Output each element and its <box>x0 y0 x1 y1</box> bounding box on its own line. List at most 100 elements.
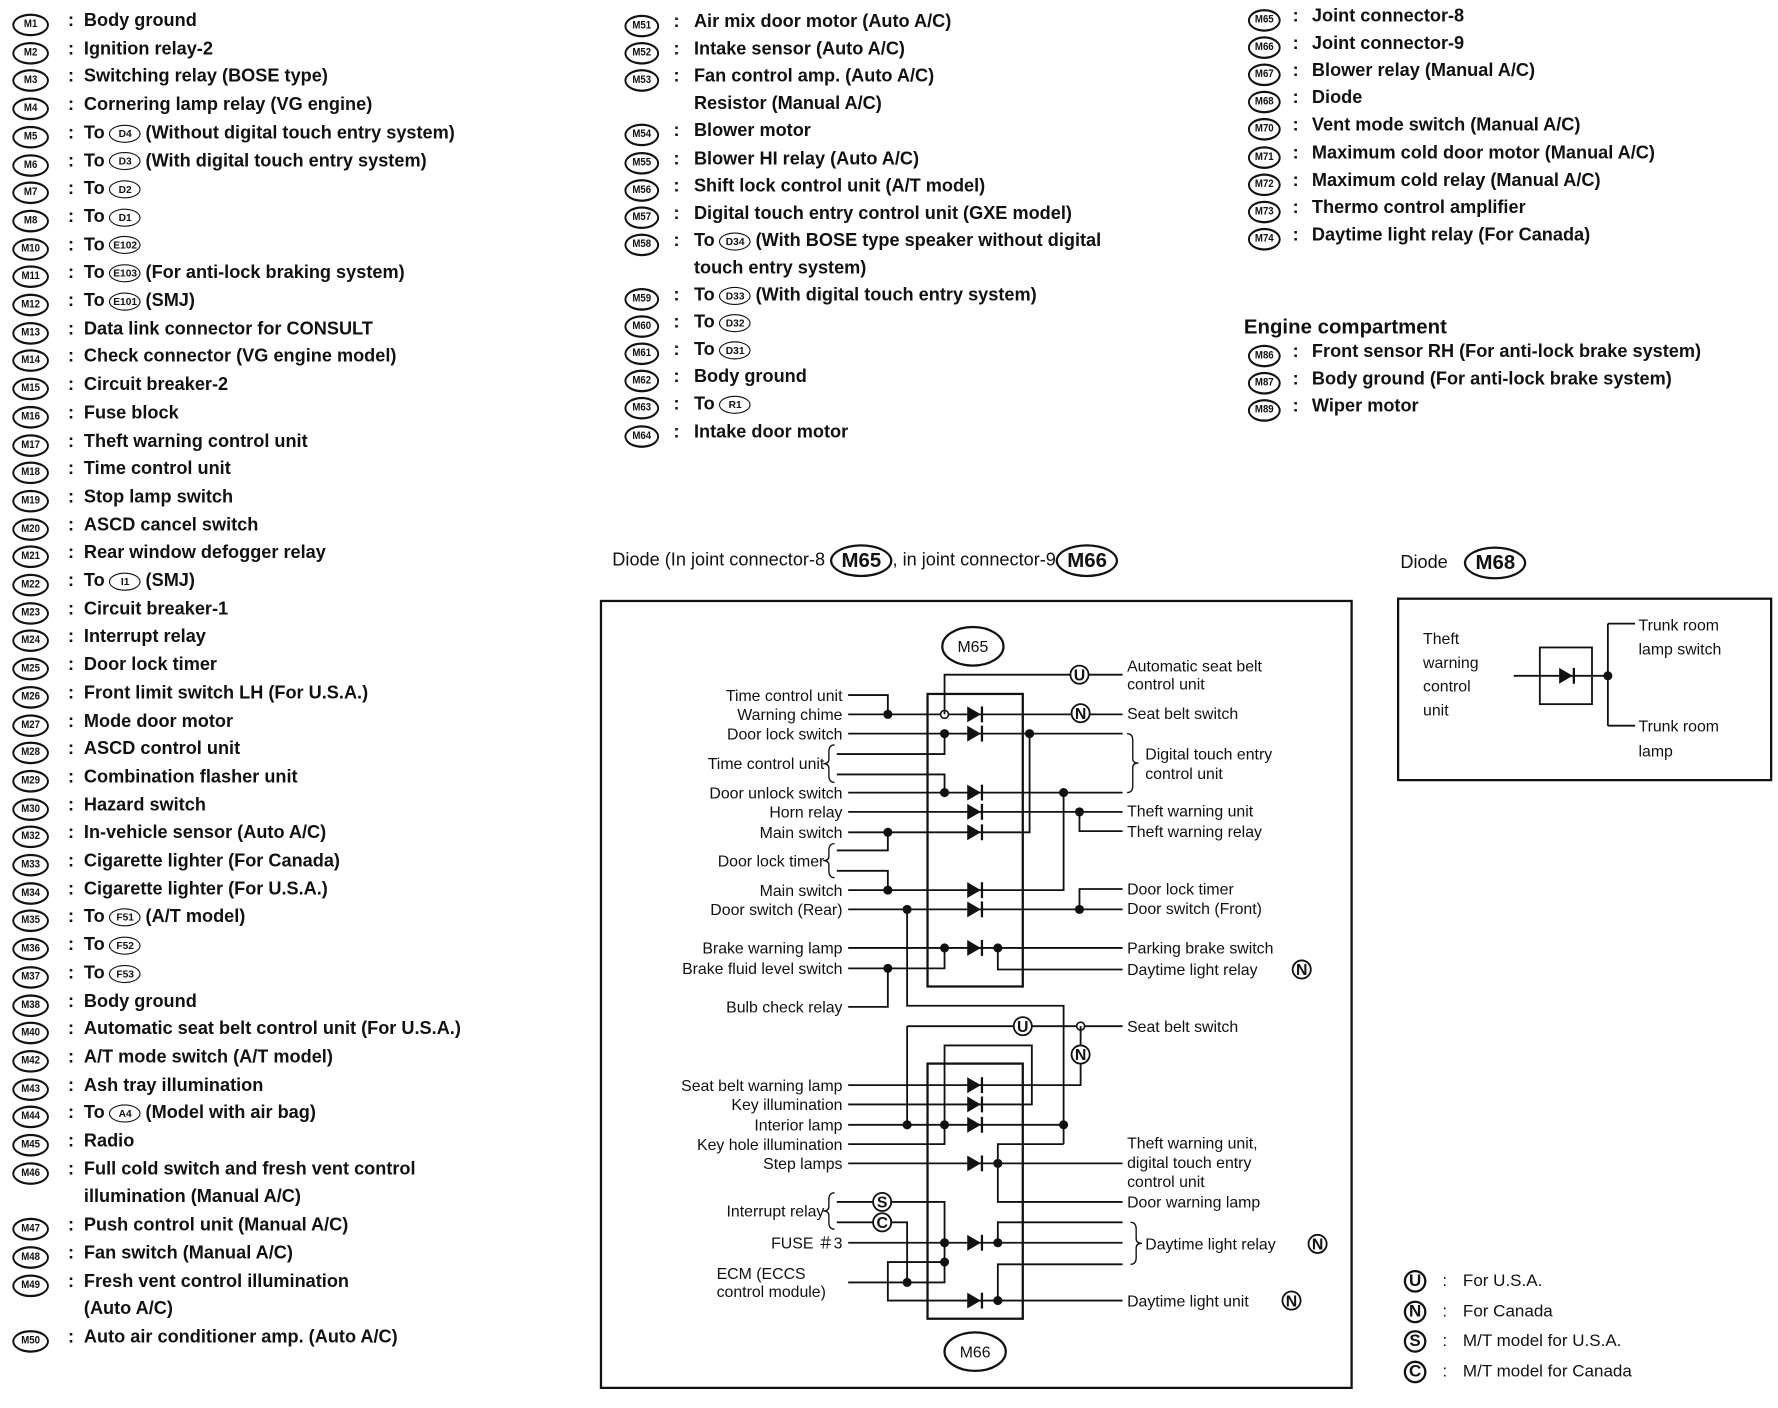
connector-badge: M6 <box>12 153 49 177</box>
description-text: Front sensor RH (For anti-lock brake sys… <box>1311 342 1702 362</box>
m68-diode-title: Diode M68 <box>1400 546 1527 580</box>
joint-diode-title: Diode (In joint connector-8 M65, in join… <box>612 544 1119 578</box>
legend-text: M/T model for Canada <box>1462 1361 1632 1382</box>
separator: : <box>673 340 680 360</box>
diode-icon <box>967 901 981 918</box>
connector-badge: M55 <box>624 151 660 175</box>
separator: : <box>1292 225 1299 245</box>
connector-description: Intake sensor (Auto A/C) <box>694 40 905 60</box>
wire <box>836 773 946 793</box>
ref-connector-badge: E101 <box>109 292 142 311</box>
separator: : <box>1292 342 1299 362</box>
m66-badge-oval <box>943 1331 1007 1373</box>
variant-symbol-n: N <box>1075 1047 1086 1064</box>
description-text: Cornering lamp relay (VG engine) <box>83 95 373 115</box>
description-text: Cigarette lighter (For Canada) <box>83 851 340 871</box>
description-text: (SMJ) <box>145 291 195 311</box>
connector-badge: M40 <box>12 1021 49 1045</box>
connector-badge: M38 <box>12 993 49 1017</box>
connector-description: Combination flasher unit <box>84 768 298 788</box>
connector-badge: M74 <box>1247 227 1281 251</box>
description-text: Auto air conditioner amp. (Auto A/C) <box>83 1327 398 1347</box>
variant-symbol-n: N <box>1312 1237 1323 1254</box>
connector-description: Full cold switch and fresh vent control <box>84 1160 416 1180</box>
description-text: Body ground <box>83 11 197 31</box>
legend-symbol-s: S <box>1403 1330 1427 1354</box>
brace <box>1127 732 1139 794</box>
description-text: Blower motor <box>693 121 811 142</box>
separator: : <box>68 319 75 339</box>
m65-left-label: Door lock timer <box>718 853 825 870</box>
m65-right-label: Seat belt switch <box>1127 706 1238 723</box>
description-text: Theft warning control unit <box>83 431 308 451</box>
connector-description: Stop lamp switch <box>84 487 233 507</box>
description-text: Interrupt relay <box>83 627 206 647</box>
legend-row: N: For Canada <box>1403 1300 1553 1323</box>
connector-badge: M18 <box>12 461 49 485</box>
description-text: Intake sensor (Auto A/C) <box>693 39 905 60</box>
description-text: Vent mode switch (Manual A/C) <box>1311 116 1581 136</box>
separator: : <box>1292 198 1299 218</box>
separator: : <box>1292 88 1299 109</box>
description-text: ASCD cancel switch <box>83 515 259 535</box>
connector-badge: M62 <box>624 369 660 393</box>
connector-badge: M60 <box>624 315 660 339</box>
description-text: Fresh vent control illumination <box>83 1271 350 1291</box>
junction-dot <box>1025 729 1035 739</box>
connector-description-continued: touch entry system) <box>693 258 867 278</box>
description-text: (A/T model) <box>145 907 246 927</box>
connector-description: Body ground <box>84 992 197 1012</box>
brace <box>823 744 835 784</box>
connector-badge: M70 <box>1247 118 1281 142</box>
connector-description: Interrupt relay <box>84 627 206 647</box>
ref-connector-badge: D32 <box>719 313 752 333</box>
separator: : <box>1442 1301 1448 1321</box>
m65-left-label: Main switch <box>760 825 843 842</box>
separator: : <box>673 149 680 169</box>
connector-badge: M29 <box>12 769 49 793</box>
separator: : <box>68 1327 75 1347</box>
description-text: Combination flasher unit <box>83 767 298 787</box>
separator: : <box>68 487 75 507</box>
m65-left-label: Time control unit <box>726 688 843 705</box>
joint-title-mid: , in joint connector-9 <box>892 550 1056 571</box>
junction-dot <box>902 1277 912 1287</box>
separator: : <box>68 375 75 395</box>
connector-description: To D1 <box>84 207 146 227</box>
variant-symbol-u: U <box>1017 1019 1028 1036</box>
separator: : <box>68 851 75 871</box>
m66-left-label: Key illumination <box>731 1097 842 1114</box>
connector-badge-m65: M65 <box>830 544 893 578</box>
to-label: To <box>693 395 715 415</box>
legend-text: For U.S.A. <box>1462 1271 1543 1291</box>
description-text: Full cold switch and fresh vent control <box>83 1159 416 1179</box>
description-text: Body ground <box>83 991 197 1011</box>
diode-icon <box>967 706 981 723</box>
diode-icon <box>967 882 981 899</box>
connector-description-continued: (Auto A/C) <box>83 1299 173 1319</box>
description-text: Diode <box>1311 88 1363 109</box>
description-text: Digital touch entry control unit (GXE mo… <box>693 203 1072 224</box>
connector-badge: M42 <box>12 1049 49 1073</box>
ref-connector-badge: E102 <box>109 236 142 255</box>
connector-description: Maximum cold door motor (Manual A/C) <box>1312 143 1655 163</box>
connector-description: Daytime light relay (For Canada) <box>1312 225 1590 245</box>
connector-badge: M57 <box>624 206 660 229</box>
m66-left-label: Seat belt warning lamp <box>681 1078 843 1095</box>
to-label: To <box>693 285 715 306</box>
connector-description: Body ground (For anti-lock brake system) <box>1312 369 1672 389</box>
description-text: Maximum cold relay (Manual A/C) <box>1311 170 1601 191</box>
connector-description: Switching relay (BOSE type) <box>84 67 328 87</box>
connector-description: Automatic seat belt control unit (For U.… <box>84 1020 461 1040</box>
connector-badge: M35 <box>12 909 49 933</box>
connector-badge: M64 <box>624 424 660 448</box>
m66-left-label: FUSE ＃3 <box>771 1235 843 1252</box>
separator: : <box>68 67 75 87</box>
wire <box>1078 811 1123 833</box>
separator: : <box>68 1215 75 1235</box>
description-text: Intake door motor <box>693 422 849 442</box>
m66-right-label: Theft warning unit, <box>1127 1136 1257 1153</box>
connector-badge: M36 <box>12 937 49 961</box>
connector-description: Mode door motor <box>84 712 233 732</box>
separator: : <box>1442 1361 1448 1382</box>
